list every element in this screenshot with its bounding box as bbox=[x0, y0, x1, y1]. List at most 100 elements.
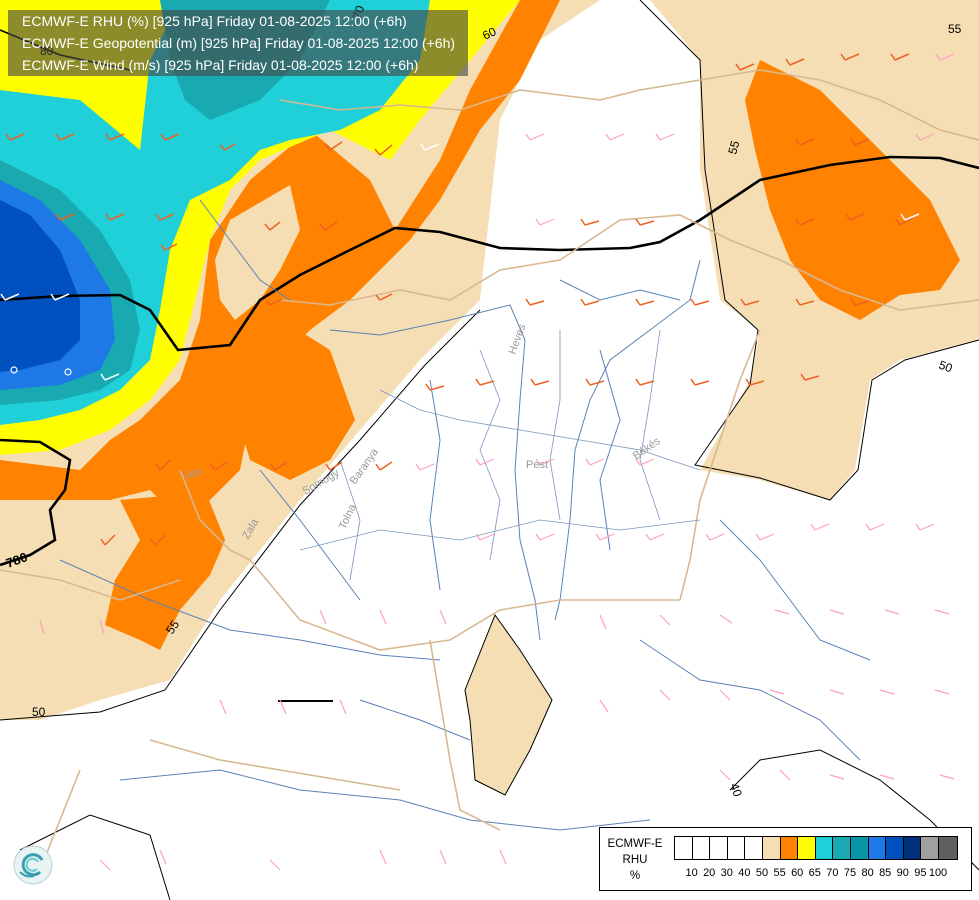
city-marker bbox=[64, 368, 72, 376]
wind-barb bbox=[530, 378, 550, 386]
county-line-4 bbox=[379, 389, 701, 471]
wind-barb bbox=[769, 689, 785, 695]
contour-label-55: 55 bbox=[948, 22, 962, 36]
rhu-60-region-east bbox=[745, 60, 960, 320]
legend-swatch bbox=[938, 837, 957, 859]
wind-barb bbox=[779, 769, 791, 781]
legend-tick-label: 20 bbox=[703, 867, 716, 879]
wind-barb bbox=[319, 221, 338, 231]
legend-swatch bbox=[868, 837, 887, 859]
wind-barb bbox=[150, 534, 166, 546]
legend-tick-label: 80 bbox=[861, 867, 874, 879]
geopotential-780-contour-sw bbox=[0, 438, 72, 567]
legend-swatch bbox=[798, 837, 816, 859]
wind-barb bbox=[279, 699, 287, 715]
ecmwf-logo-icon bbox=[13, 845, 53, 885]
border-west bbox=[0, 569, 181, 601]
river-1 bbox=[429, 379, 441, 591]
legend-tick-label: 55 bbox=[773, 867, 786, 879]
wind-barb bbox=[915, 523, 935, 531]
legend-tick-label: 85 bbox=[879, 867, 892, 879]
title-rhu: ECMWF-E RHU (%) [925 hPa] Friday 01-08-2… bbox=[22, 13, 407, 29]
wind-barb bbox=[740, 298, 760, 306]
river-danube bbox=[329, 304, 541, 641]
wind-barb bbox=[100, 373, 120, 381]
title-wind: ECMWF-E Wind (m/s) [925 hPa] Friday 01-0… bbox=[22, 57, 419, 73]
wind-barb bbox=[934, 689, 950, 695]
contour-label-60: 60 bbox=[480, 24, 498, 42]
county-line-3 bbox=[639, 329, 661, 521]
wind-barb bbox=[425, 383, 445, 391]
river-drava bbox=[59, 559, 441, 661]
wind-barb bbox=[55, 213, 75, 221]
contour-label-50: 50 bbox=[32, 705, 46, 719]
wind-barb bbox=[755, 533, 775, 541]
wind-barb bbox=[580, 298, 600, 306]
county-line-6 bbox=[339, 459, 361, 581]
wind-barb bbox=[160, 133, 180, 141]
legend-tick-label: 75 bbox=[843, 867, 857, 879]
wind-barb bbox=[810, 523, 830, 531]
title-geopotential: ECMWF-E Geopotential (m) [925 hPa] Frida… bbox=[22, 35, 456, 51]
wind-barb bbox=[774, 609, 790, 615]
legend-tick-label: 50 bbox=[755, 867, 769, 879]
wind-barb bbox=[635, 458, 655, 466]
wind-barb bbox=[845, 213, 865, 221]
wind-barb bbox=[935, 53, 955, 61]
wind-barb bbox=[900, 213, 920, 221]
wind-barb bbox=[375, 293, 393, 301]
wind-barb bbox=[879, 689, 895, 695]
wind-barb bbox=[659, 614, 671, 626]
wind-barb bbox=[324, 141, 343, 151]
wind-barb bbox=[5, 133, 25, 141]
wind-barb bbox=[319, 609, 327, 625]
legend-swatch bbox=[780, 837, 799, 859]
wind-barb bbox=[829, 689, 845, 695]
wind-barb bbox=[499, 849, 507, 865]
legend-variable: RHU bbox=[622, 854, 648, 866]
legend-tick-label: 10 bbox=[685, 867, 698, 879]
legend: ECMWF-E RHU % 10 20 30 40 50 55 60 65 70 75 80 85 90… bbox=[599, 827, 972, 891]
contour-55-east bbox=[639, 0, 979, 501]
wind-barb bbox=[379, 609, 387, 625]
legend-swatch bbox=[903, 837, 922, 859]
wind-barb bbox=[915, 133, 935, 141]
river-3 bbox=[259, 469, 361, 601]
rhu-60-tongue bbox=[238, 325, 355, 480]
wind-barb bbox=[39, 619, 45, 635]
wind-barb bbox=[439, 849, 447, 865]
wind-barb bbox=[535, 533, 555, 541]
river-7 bbox=[559, 279, 681, 301]
wind-barb bbox=[635, 378, 655, 386]
wind-barb bbox=[599, 699, 609, 713]
wind-barb bbox=[829, 774, 845, 780]
wind-barb bbox=[895, 216, 915, 226]
legend-tick-label: 60 bbox=[791, 867, 804, 879]
wind-barb bbox=[219, 143, 236, 151]
wind-barb bbox=[475, 378, 495, 386]
wind-barb bbox=[375, 461, 393, 471]
wind-barb bbox=[210, 461, 228, 471]
wind-barb bbox=[595, 533, 615, 541]
legend-tick-label: 40 bbox=[738, 867, 751, 879]
legend-title: ECMWF-E bbox=[607, 838, 663, 850]
wind-barb bbox=[50, 293, 70, 301]
border-hungary-west bbox=[179, 469, 251, 561]
wind-barb bbox=[155, 213, 175, 221]
wind-barb bbox=[0, 293, 20, 301]
legend-swatch bbox=[886, 837, 904, 859]
border-hungary-south bbox=[249, 559, 680, 651]
river-2 bbox=[599, 349, 621, 551]
legend-swatch bbox=[815, 837, 834, 859]
wind-barb bbox=[659, 689, 671, 701]
wind-barb bbox=[690, 298, 710, 306]
legend-swatch bbox=[692, 837, 711, 859]
legend-tick-label: 100 bbox=[928, 867, 948, 879]
wind-barb bbox=[884, 609, 900, 615]
wind-barb bbox=[719, 614, 733, 624]
wind-barb bbox=[655, 133, 675, 141]
wind-barb bbox=[160, 243, 178, 251]
wind-barb bbox=[535, 218, 555, 226]
wind-barb bbox=[439, 609, 447, 625]
